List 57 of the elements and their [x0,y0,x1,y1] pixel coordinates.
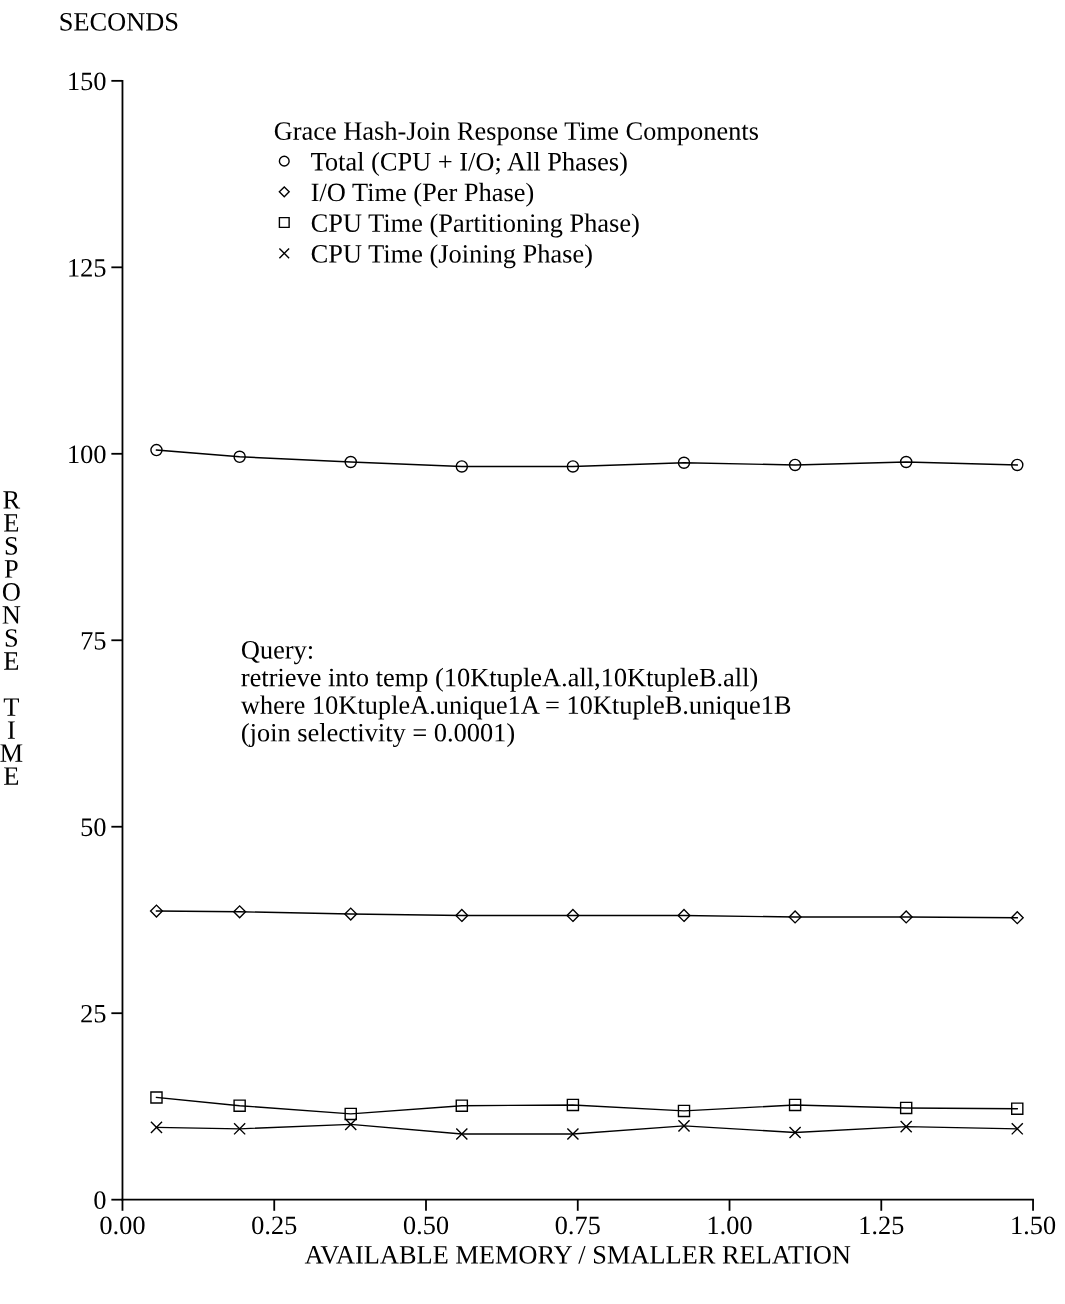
x-tick-label: 0.50 [403,1216,449,1235]
legend-title: Grace Hash-Join Response Time Components [274,121,758,146]
y-tick-label: 25 [81,1004,106,1023]
point [455,1099,469,1112]
point [677,1104,691,1118]
x-tick-label: 1.00 [708,1216,752,1235]
point [344,1118,357,1131]
point [566,460,580,473]
point [233,905,247,919]
point [788,1126,802,1139]
point [455,908,469,923]
annotation: Query: retrieve into temp (10KtupleA.all,10KtupleB.all) where 10KtupleA.unique1A = 10KtupleB.unique1B (join selectivity = 0.0001) [240,641,791,748]
point [233,450,246,464]
point [788,458,802,472]
text: RESPONSE TIME [0,491,23,785]
point [149,904,164,918]
x-tick-label: 1.25 [860,1216,904,1235]
point [899,910,913,924]
x-axis-title: AVAILABLE MEMORY / SMALLER RELATION [304,1245,851,1264]
point [788,1098,802,1112]
x-tick-label: 0.00 [100,1216,145,1235]
point [677,1119,691,1133]
point [150,1091,163,1104]
legend-label: I/O Time (Per Phase) [311,182,534,207]
point [1011,1122,1024,1136]
legend-label: CPU Time (Joining Phase) [311,244,592,269]
y-tick-label: 50 [81,818,106,837]
point [677,456,691,469]
point [1011,458,1024,472]
y-tick-label: 125 [69,259,106,277]
point [566,908,580,923]
legend-label: Total (CPU + I/O; All Phases) [311,152,627,176]
point [150,1121,163,1134]
point [899,1120,913,1133]
point [344,1107,357,1121]
point [677,908,691,923]
point [1010,911,1024,925]
point [344,455,357,469]
y-tick-label: 150 [69,72,106,91]
point [455,460,469,473]
x-tick-label: 0.25 [252,1216,297,1235]
point [150,443,163,457]
y-tick-label: 75 [81,632,106,650]
x-tick-label: 0.75 [555,1216,600,1235]
x-tick-label: 1.50 [1012,1216,1056,1235]
point [899,1101,913,1115]
point [233,1122,246,1136]
legend-label: CPU Time (Partitioning Phase) [311,213,639,238]
y-tick-label: 0 [94,1191,106,1210]
text: SECONDS [60,13,178,31]
point [899,455,913,469]
point [566,1098,580,1112]
point [233,1099,246,1112]
point [344,907,358,921]
y-tick-label: 100 [69,445,106,464]
point [1011,1102,1024,1115]
point [788,910,802,924]
